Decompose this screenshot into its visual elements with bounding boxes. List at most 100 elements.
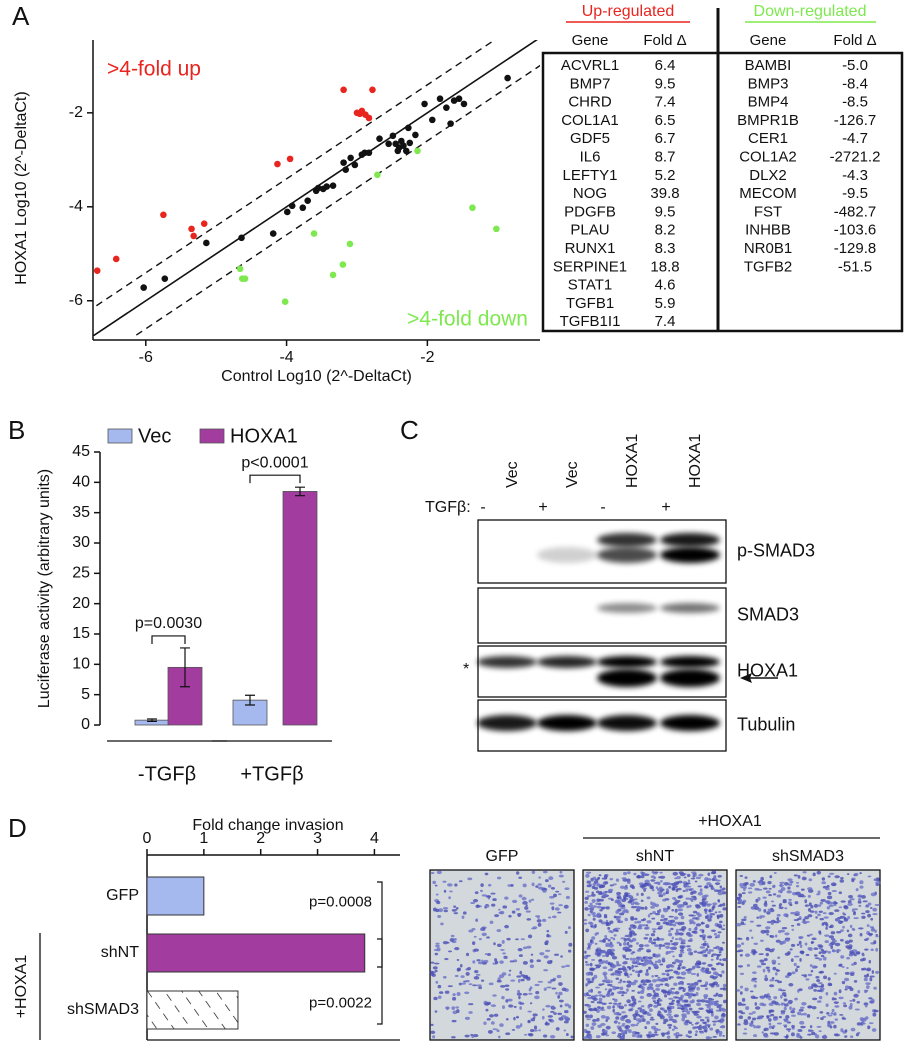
gene: LEFTY1 — [562, 167, 617, 184]
cell — [501, 940, 505, 944]
cell — [527, 1033, 533, 1036]
cell — [491, 903, 496, 907]
cell — [791, 1024, 795, 1029]
band-label: Tubulin — [737, 714, 795, 734]
point — [238, 234, 245, 242]
cell — [583, 1010, 587, 1014]
cell — [638, 947, 644, 950]
cell — [609, 878, 614, 881]
cell — [695, 876, 702, 880]
cell — [859, 932, 863, 937]
cell — [872, 907, 878, 912]
point — [493, 225, 500, 233]
cell — [764, 1033, 768, 1036]
cell — [625, 937, 631, 941]
cell — [451, 908, 457, 912]
cell — [631, 1034, 637, 1038]
cell — [616, 894, 621, 897]
cell — [847, 915, 851, 920]
cell — [754, 1002, 757, 1006]
gene: PLAU — [570, 222, 609, 239]
cell — [649, 1018, 655, 1021]
cell — [473, 935, 477, 938]
cell — [849, 1003, 853, 1007]
cell — [612, 1008, 615, 1013]
cell — [604, 988, 608, 991]
cell — [688, 995, 692, 999]
cell — [531, 870, 536, 874]
cell — [628, 966, 632, 971]
cell — [593, 886, 599, 890]
cell — [687, 1030, 692, 1034]
cell — [856, 951, 861, 955]
point — [304, 197, 312, 204]
cell — [776, 913, 781, 917]
cell — [827, 982, 832, 987]
cell — [636, 874, 642, 879]
cell — [778, 906, 784, 910]
cell — [662, 898, 667, 902]
cell — [771, 1026, 775, 1030]
cell — [634, 965, 639, 968]
point — [447, 120, 454, 127]
fold-change: 4.6 — [655, 277, 676, 294]
cell — [547, 980, 552, 984]
cell — [509, 960, 515, 963]
cell — [868, 959, 872, 964]
cell — [551, 987, 557, 990]
cell — [601, 1006, 604, 1010]
cell — [741, 892, 746, 895]
cell — [823, 916, 829, 919]
cell — [776, 916, 780, 921]
cell — [738, 949, 744, 953]
cell — [619, 943, 622, 947]
cell — [674, 921, 679, 924]
cell — [515, 871, 520, 875]
cell — [668, 963, 673, 966]
cell — [437, 995, 442, 999]
cell — [526, 918, 532, 921]
cell — [679, 963, 682, 966]
cell — [631, 998, 637, 1002]
cells — [735, 870, 881, 1039]
cell — [680, 971, 687, 976]
fold-change: -126.7 — [834, 112, 877, 129]
cell — [873, 986, 877, 990]
cell — [799, 1036, 803, 1039]
cell — [821, 950, 827, 954]
legend-label: HOXA1 — [230, 425, 298, 447]
cell — [563, 904, 569, 909]
cell — [833, 1033, 839, 1037]
cell — [780, 890, 783, 894]
cell — [777, 962, 781, 965]
cell — [432, 966, 438, 970]
cell — [616, 1011, 620, 1016]
cell — [826, 1011, 830, 1015]
cell — [597, 991, 602, 994]
cell — [736, 943, 742, 948]
cell — [568, 1004, 572, 1009]
cell — [804, 916, 809, 920]
cell — [722, 1034, 725, 1037]
cell — [483, 1021, 487, 1025]
cell — [617, 968, 621, 971]
cell — [626, 980, 631, 984]
cell — [557, 911, 562, 914]
p-value: p=0.0030 — [135, 615, 202, 632]
panel-label: B — [8, 415, 25, 445]
cell — [637, 973, 641, 978]
cell — [453, 912, 459, 915]
cell — [802, 871, 807, 874]
cell — [587, 994, 592, 997]
cell — [699, 1018, 705, 1022]
cell — [859, 880, 864, 885]
cell — [671, 1028, 675, 1031]
cell — [646, 896, 651, 900]
cell — [707, 963, 713, 967]
cell — [661, 944, 666, 947]
cell — [675, 928, 679, 933]
band-label: HOXA1 — [737, 660, 798, 680]
cell — [588, 1008, 592, 1011]
fold-change: -5.0 — [842, 57, 868, 74]
